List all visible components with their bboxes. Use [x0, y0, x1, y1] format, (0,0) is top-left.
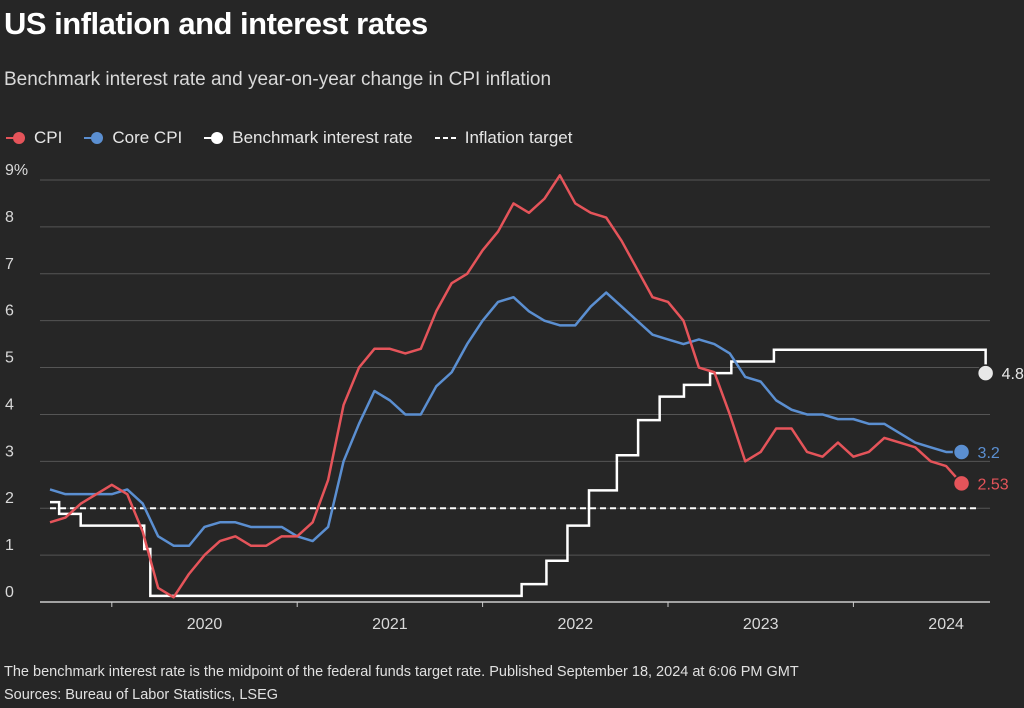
cpi-end-label: 2.53 — [978, 476, 1009, 493]
sources-note: Sources: Bureau of Labor Statistics, LSE… — [4, 687, 279, 703]
legend-item-cpi: CPI — [6, 128, 62, 148]
legend-label-cpi: CPI — [34, 128, 63, 147]
footnote: The benchmark interest rate is the midpo… — [4, 664, 799, 680]
y-tick-label: 8 — [5, 209, 14, 226]
x-tick-label: 2021 — [372, 616, 408, 633]
x-tick-label: 2020 — [187, 616, 223, 633]
benchmark-rate-end-label: 4.88 — [1002, 366, 1024, 383]
chart-title: US inflation and interest rates — [4, 6, 428, 41]
core-cpi-end-label: 3.2 — [978, 445, 1000, 462]
legend-label-inflation-target: Inflation target — [464, 128, 573, 147]
cpi-line — [49, 174, 963, 599]
y-tick-label: 6 — [5, 303, 14, 320]
x-tick-label: 2023 — [743, 616, 779, 633]
benchmark-rate-line — [50, 348, 987, 598]
y-tick-label: 9% — [5, 162, 28, 179]
core-cpi-legend-swatch-icon — [84, 132, 106, 144]
core-cpi-end-marker — [952, 443, 971, 461]
legend-label-core-cpi: Core CPI — [112, 128, 183, 147]
y-tick-label: 5 — [5, 350, 14, 367]
target-legend-swatch-icon — [434, 137, 457, 139]
cpi-legend-swatch-icon — [6, 132, 28, 144]
y-tick-label: 0 — [5, 584, 14, 601]
rate-legend-swatch-icon — [204, 132, 226, 144]
cpi-end-marker — [952, 474, 971, 493]
y-tick-label: 4 — [5, 396, 14, 413]
legend-item-core-cpi: Core CPI — [84, 128, 182, 148]
legend-label-benchmark-rate: Benchmark interest rate — [232, 128, 413, 147]
legend-item-benchmark-rate: Benchmark interest rate — [204, 128, 413, 148]
x-tick-label: 2022 — [558, 616, 594, 633]
x-tick-label: 2024 — [928, 616, 964, 633]
legend-item-inflation-target: Inflation target — [434, 128, 573, 148]
chart-subtitle: Benchmark interest rate and year-on-year… — [4, 69, 552, 90]
y-tick-label: 2 — [5, 490, 14, 507]
legend: CPI Core CPI Benchmark interest rate Inf… — [6, 128, 594, 148]
core-cpi-line — [49, 291, 962, 547]
y-tick-label: 1 — [5, 537, 14, 554]
y-tick-label: 7 — [5, 256, 14, 273]
benchmark-rate-end-marker — [976, 364, 995, 382]
y-tick-label: 3 — [5, 443, 14, 460]
